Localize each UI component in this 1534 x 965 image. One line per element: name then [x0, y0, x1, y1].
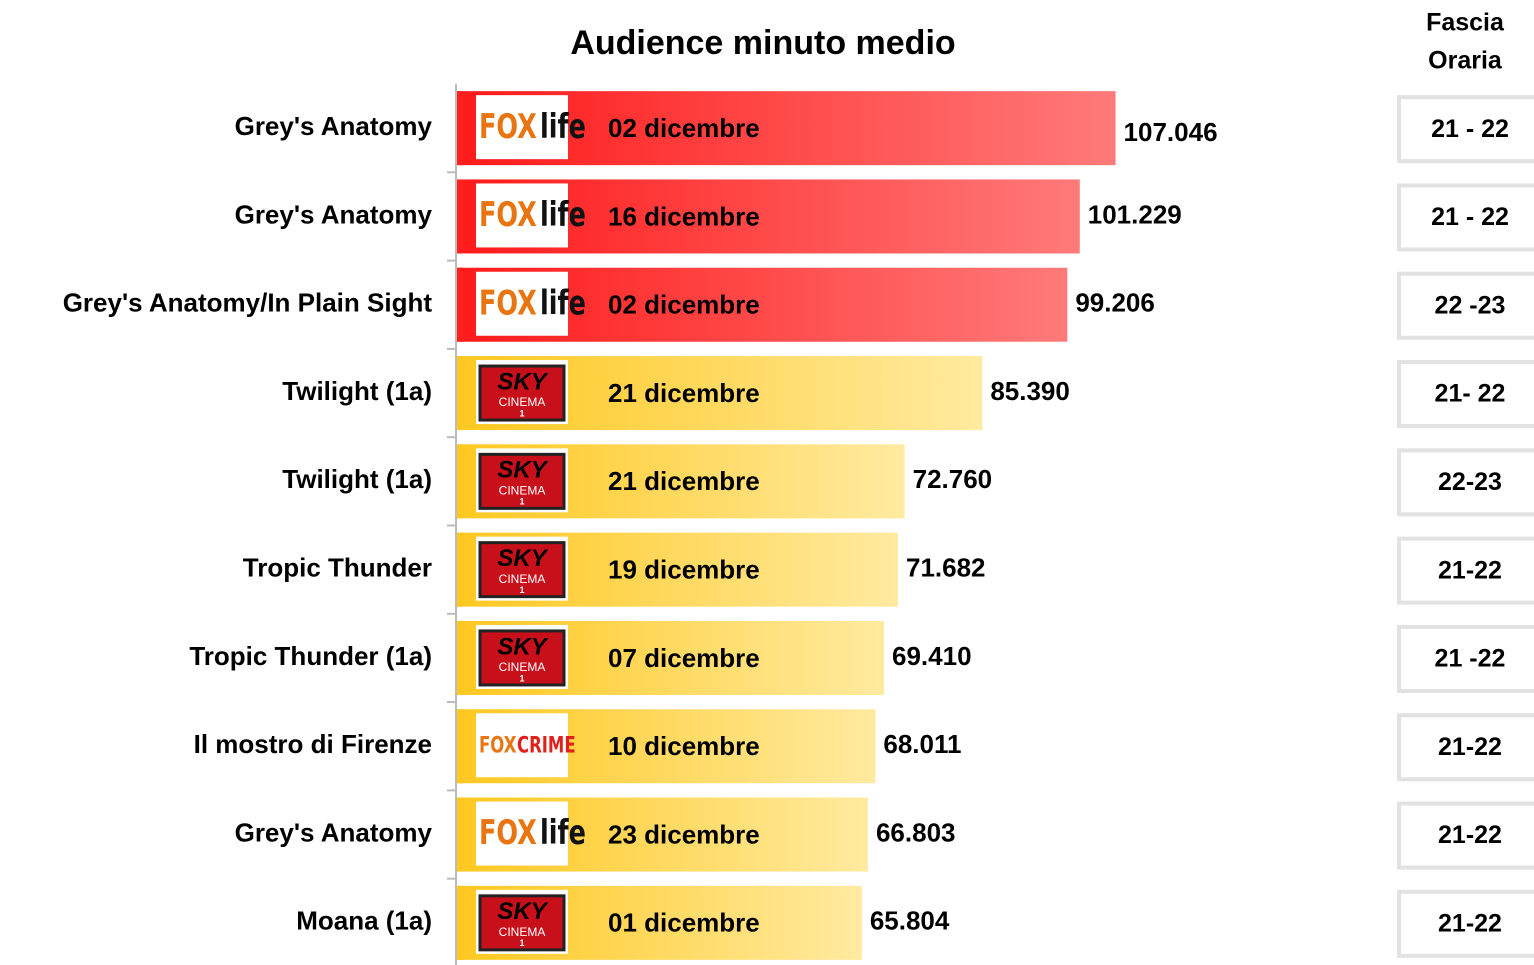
date-label: 07 dicembre [608, 643, 760, 673]
category-label: Tropic Thunder [243, 553, 432, 583]
logo-frame [478, 894, 566, 952]
slot-label: 21-22 [1438, 556, 1502, 584]
value-label: 107.046 [1124, 117, 1218, 147]
bar-base [457, 885, 463, 960]
logo-sub: CINEMA [499, 925, 546, 939]
channel-logo [476, 713, 568, 778]
value-label: 72.760 [913, 464, 993, 494]
slot-label: 21 -22 [1435, 645, 1506, 673]
logo-brand: FOX [479, 284, 537, 324]
category-label: Grey's Anatomy [235, 817, 433, 847]
value-label: 71.682 [906, 553, 986, 583]
logo-frame [478, 364, 566, 422]
logo-brand: SKY [497, 457, 548, 484]
category-label: Grey's Anatomy/In Plain Sight [63, 288, 433, 318]
channel-logo [476, 271, 568, 336]
logo-sub: CINEMA [499, 572, 546, 586]
bar-base [457, 91, 463, 166]
slot-label: 22 -23 [1435, 291, 1506, 319]
value-label: 66.803 [876, 817, 956, 847]
date-label: 02 dicembre [608, 290, 760, 320]
logo-frame [478, 629, 566, 687]
slot-box [1397, 624, 1534, 693]
logo-frame [478, 541, 566, 599]
date-label: 19 dicembre [608, 555, 760, 585]
bar-base [457, 709, 463, 784]
category-label: Tropic Thunder (1a) [189, 641, 432, 671]
logo-sub: CINEMA [499, 395, 546, 409]
logo-num: 1 [519, 497, 524, 507]
slot-label: 21 - 22 [1431, 115, 1509, 143]
value-label: 65.804 [870, 906, 950, 936]
logo-brand: SKY [497, 898, 548, 925]
logo-num: 1 [519, 938, 524, 948]
logo-brand: FOX [479, 814, 537, 854]
slot-label: 21- 22 [1435, 380, 1506, 408]
logo-brand: FOX [479, 732, 516, 758]
category-label: Twilight (1a) [282, 376, 432, 406]
slot-box [1397, 713, 1534, 782]
category-label: Grey's Anatomy [235, 199, 433, 229]
slot-label: 21-22 [1438, 733, 1502, 761]
logo-brand: FOX [479, 107, 537, 147]
bar-base [457, 444, 463, 519]
logo-sub: CINEMA [499, 484, 546, 498]
logo-sub: life [540, 284, 586, 324]
logo-brand: FOX [479, 196, 537, 236]
chart-title: Audience minuto medio [570, 24, 955, 62]
logo-num: 1 [519, 673, 524, 683]
slot-label: 21-22 [1438, 821, 1502, 849]
logo-num: 1 [519, 585, 524, 595]
value-label: 101.229 [1088, 199, 1182, 229]
bar-base [457, 620, 463, 695]
bar-base [457, 532, 463, 607]
slot-box [1397, 360, 1534, 429]
value-label: 68.011 [883, 729, 961, 759]
logo-sub: CRIME [517, 732, 576, 758]
slot-box [1397, 271, 1534, 340]
logo-brand: SKY [497, 633, 548, 660]
category-label: Twilight (1a) [282, 464, 432, 494]
slot-box [1397, 801, 1534, 870]
value-label: 85.390 [990, 376, 1070, 406]
date-label: 02 dicembre [608, 113, 760, 143]
bar-base [457, 179, 463, 254]
category-label: Grey's Anatomy [235, 111, 433, 141]
logo-sub: life [540, 814, 586, 854]
slot-box [1397, 95, 1534, 164]
bar-base [457, 797, 463, 872]
channel-logo [476, 801, 568, 866]
slot-box [1397, 183, 1534, 252]
slot-box [1397, 536, 1534, 605]
slot-label: 21 - 22 [1431, 203, 1509, 231]
slot-label: 21-22 [1438, 909, 1502, 937]
bar-base [457, 267, 463, 342]
date-label: 01 dicembre [608, 908, 760, 938]
logo-sub: life [540, 196, 586, 236]
date-label: 10 dicembre [608, 731, 760, 761]
date-label: 16 dicembre [608, 201, 760, 231]
category-label: Il mostro di Firenze [194, 729, 432, 759]
slot-header: Fascia [1426, 9, 1505, 37]
slot-label: 22-23 [1438, 468, 1502, 496]
logo-num: 1 [519, 408, 524, 418]
date-label: 21 dicembre [608, 466, 760, 496]
logo-brand: SKY [497, 368, 548, 395]
value-label: 99.206 [1075, 288, 1155, 318]
logo-sub: CINEMA [499, 660, 546, 674]
bar-base [457, 356, 463, 431]
logo-sub: life [540, 107, 586, 147]
channel-logo [476, 95, 568, 160]
category-label: Moana (1a) [296, 906, 432, 936]
channel-logo [476, 183, 568, 248]
slot-header: Oraria [1428, 47, 1503, 75]
logo-brand: SKY [497, 545, 548, 572]
date-label: 21 dicembre [608, 378, 760, 408]
value-label: 69.410 [892, 641, 972, 671]
slot-box [1397, 889, 1534, 958]
slot-box [1397, 448, 1534, 517]
date-label: 23 dicembre [608, 819, 760, 849]
logo-frame [478, 452, 566, 510]
